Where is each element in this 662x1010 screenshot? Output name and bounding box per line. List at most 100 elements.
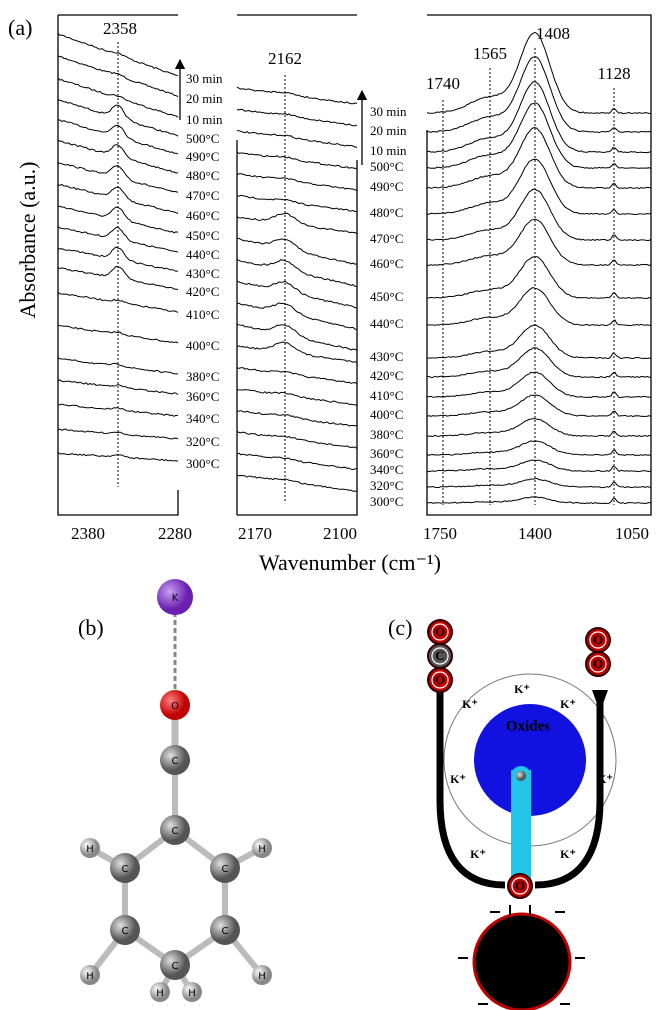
mechanism xyxy=(432,660,617,1010)
curve-label: 490°C xyxy=(186,149,219,164)
atom-label: H xyxy=(258,844,266,855)
spectrum xyxy=(57,139,179,174)
spectrum xyxy=(426,256,652,300)
curve-label: 380°C xyxy=(186,369,219,384)
x-tick-label: 2100 xyxy=(323,524,357,543)
curve-label: 320°C xyxy=(370,478,403,493)
spectrum xyxy=(236,237,358,265)
curve-label: 420°C xyxy=(370,368,403,383)
peak-label: 1565 xyxy=(473,44,507,63)
spectrum xyxy=(236,130,358,148)
spectrum xyxy=(236,259,358,287)
atom-ring xyxy=(589,631,607,649)
spectrum xyxy=(57,379,179,396)
frame-left xyxy=(57,14,179,516)
spectrum xyxy=(426,459,652,473)
ion-label: K⁺ xyxy=(560,697,576,711)
x-tick-label: 1050 xyxy=(615,524,649,543)
atom-ring xyxy=(511,877,529,895)
spectrum xyxy=(426,218,652,267)
atom-ring xyxy=(431,647,449,665)
atom xyxy=(160,815,190,845)
atom xyxy=(160,950,190,980)
spectrum xyxy=(426,418,652,438)
curve-label: 300°C xyxy=(370,494,403,509)
spectrum xyxy=(236,194,358,213)
frames xyxy=(57,14,652,516)
atom-label: C xyxy=(172,961,179,972)
curve-label: 430°C xyxy=(370,349,403,364)
spectrum xyxy=(426,394,652,418)
spectrum xyxy=(57,162,179,193)
panel-label: (a) xyxy=(8,15,32,40)
ion-label: K⁺ xyxy=(560,847,576,861)
spectrum xyxy=(237,474,358,492)
curve-label: 30 min xyxy=(370,104,407,119)
curve-label: 500°C xyxy=(186,131,219,146)
arrow-down xyxy=(592,690,608,712)
atom-label: H xyxy=(86,971,94,982)
curve-label: 340°C xyxy=(186,411,219,426)
spectrum xyxy=(236,173,358,191)
atom xyxy=(160,690,190,720)
curve-label: 10 min xyxy=(186,112,223,127)
curve-label: 430°C xyxy=(186,266,219,281)
x-tick-label: 1750 xyxy=(423,524,457,543)
spectrum xyxy=(57,55,179,98)
oxygen-channel xyxy=(511,770,531,880)
spectrum xyxy=(57,428,179,440)
curve-label: 340°C xyxy=(370,462,403,477)
curve-label: 490°C xyxy=(370,179,403,194)
ion-label: K⁺ xyxy=(514,682,530,696)
ion-label: K⁺ xyxy=(470,847,486,861)
curve-label: 400°C xyxy=(370,407,403,422)
peak-label: 1408 xyxy=(536,24,570,43)
frame-middle xyxy=(236,14,358,516)
atom xyxy=(80,965,100,985)
spectrum xyxy=(57,99,179,137)
curve-label: 460°C xyxy=(186,208,219,223)
soot-dashes xyxy=(458,905,585,1005)
spectrum xyxy=(426,496,652,505)
spectrum xyxy=(236,341,358,364)
spectrum xyxy=(57,77,179,118)
atom xyxy=(110,853,140,883)
spectrum xyxy=(426,56,652,134)
atom-label: C xyxy=(122,864,129,875)
atom-label: K xyxy=(172,593,179,604)
atom xyxy=(150,982,170,1002)
atom-label: C xyxy=(222,864,229,875)
atom-symbol: C xyxy=(435,648,444,663)
x-tick-label: 2170 xyxy=(238,524,272,543)
spectrum xyxy=(236,151,358,170)
spectrum xyxy=(236,410,358,427)
ion-label: K⁺ xyxy=(597,772,613,786)
spectrum xyxy=(236,452,358,471)
peak-label: 2162 xyxy=(268,49,302,68)
curve-label: 480°C xyxy=(370,205,403,220)
atom-label: H xyxy=(258,971,266,982)
spectrum xyxy=(57,32,179,77)
oxide-core xyxy=(474,704,586,816)
atom-label: O xyxy=(171,701,179,712)
core-label: Oxides xyxy=(506,718,550,734)
curve-label: 380°C xyxy=(370,427,403,442)
curve-label: 360°C xyxy=(370,446,403,461)
spectrum xyxy=(236,86,358,105)
curve-label: 300°C xyxy=(186,456,219,471)
atom xyxy=(252,965,272,985)
spectrum xyxy=(236,302,358,330)
curve-label: 20 min xyxy=(370,123,407,138)
vacancy xyxy=(516,771,526,781)
curve-label: 480°C xyxy=(186,168,219,183)
curve-label: 450°C xyxy=(186,228,219,243)
curve-label: 470°C xyxy=(186,188,219,203)
atom xyxy=(210,853,240,883)
atom-label: H xyxy=(188,988,196,999)
curve-label: 500°C xyxy=(370,159,403,174)
peak-label: 1128 xyxy=(597,64,630,83)
atom-ring xyxy=(431,623,449,641)
spectrum xyxy=(236,431,358,449)
spectrum xyxy=(57,357,178,375)
